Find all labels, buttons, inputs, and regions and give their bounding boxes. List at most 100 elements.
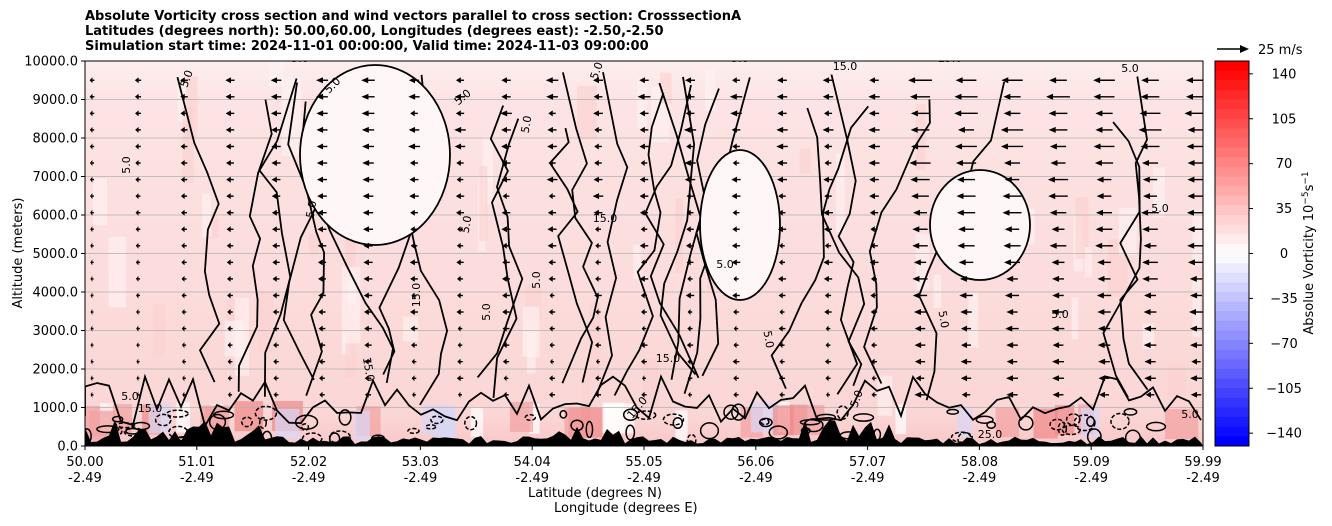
wind-vector-head	[363, 292, 369, 299]
wind-vector-head	[455, 77, 461, 84]
wind-vector	[1189, 325, 1203, 332]
contour-small	[125, 427, 141, 435]
wind-vector-head	[89, 110, 93, 117]
wind-vector	[1098, 391, 1110, 398]
wind-vector	[1000, 126, 1024, 133]
wind-vector-head	[732, 226, 737, 233]
wind-vector-head	[733, 342, 737, 349]
wind-vector-head	[778, 209, 783, 216]
wind-vector	[547, 226, 557, 233]
wind-vector-head	[1143, 242, 1151, 249]
wind-vector-head	[1190, 292, 1198, 299]
wind-vector	[136, 309, 140, 316]
wind-vector-head	[1052, 292, 1060, 299]
wind-vector-head	[502, 275, 507, 282]
wind-vector-head	[136, 292, 139, 299]
wind-vector-head	[547, 209, 553, 216]
contour-label: 5.0	[1181, 408, 1199, 421]
wind-vector	[914, 325, 926, 332]
wind-vector	[364, 358, 372, 365]
wind-vector	[316, 160, 328, 167]
contour-small	[328, 432, 341, 446]
wind-vector	[955, 160, 977, 167]
wind-vector-head	[316, 110, 324, 117]
wind-vector-head	[90, 242, 93, 249]
wind-vector-head	[824, 226, 829, 233]
wind-vector	[595, 375, 601, 382]
x-tick-latitude: 58.08	[961, 455, 998, 470]
wind-vector	[958, 259, 974, 266]
wind-vector-head	[500, 110, 508, 117]
wind-vector	[870, 325, 878, 332]
wind-vector	[549, 375, 555, 382]
wind-vector	[89, 93, 95, 100]
wind-vector-head	[731, 126, 737, 133]
colorbar-tick-label: −140	[1266, 427, 1302, 442]
field-patch	[589, 302, 601, 379]
wind-vector	[776, 126, 788, 133]
wind-vector-head	[90, 176, 93, 183]
wind-vector	[595, 275, 601, 282]
wind-vector	[823, 110, 833, 117]
wind-vector	[911, 143, 929, 150]
wind-vector-head	[409, 160, 415, 167]
wind-vector	[779, 342, 785, 349]
wind-vector-head	[1144, 375, 1152, 382]
wind-vector	[868, 143, 880, 150]
wind-vector	[317, 259, 327, 266]
wind-vector-head	[961, 391, 967, 398]
wind-vector	[639, 242, 649, 249]
wind-vector-head	[823, 275, 829, 282]
wind-vector	[731, 259, 741, 266]
wind-vector	[1048, 193, 1068, 200]
wind-vector-head	[1049, 242, 1057, 249]
wind-vector-head	[227, 342, 231, 349]
contour-closed	[299, 64, 451, 246]
wind-vector-head	[135, 242, 139, 249]
wind-vector-head	[273, 358, 277, 365]
wind-vector	[548, 275, 556, 282]
wind-vector	[593, 93, 603, 100]
contour-label: 5.0	[1151, 202, 1169, 215]
wind-vector-head	[1142, 176, 1150, 183]
wind-vector-head	[316, 143, 324, 150]
wind-vector	[135, 275, 141, 282]
wind-vector	[1095, 242, 1113, 249]
wind-vector-head	[1186, 209, 1194, 216]
wind-vector	[1143, 193, 1157, 200]
wind-vector	[1190, 292, 1202, 299]
colorbar-band	[1215, 301, 1249, 312]
wind-vector-head	[226, 226, 231, 233]
wind-vector	[1051, 309, 1065, 316]
wind-vector-head	[363, 259, 369, 266]
wind-vector	[272, 309, 280, 316]
wind-vector	[823, 275, 833, 282]
wind-vector	[871, 358, 877, 365]
wind-vector-head	[361, 126, 369, 133]
wind-vector-head	[641, 358, 645, 365]
contour-small	[1065, 413, 1081, 426]
contour-small	[699, 422, 720, 440]
wind-vector	[640, 226, 648, 233]
wind-vector-head	[457, 275, 461, 282]
wind-vector	[1096, 176, 1112, 183]
colorbar-band	[1215, 186, 1249, 197]
wind-vector-head	[315, 77, 323, 84]
wind-vector	[595, 358, 601, 365]
contour-small	[836, 405, 849, 420]
field-patch-surface	[1164, 408, 1199, 439]
wind-vector	[364, 391, 372, 398]
wind-vector	[777, 110, 787, 117]
wind-vector-head	[1186, 143, 1194, 150]
wind-vector	[502, 242, 510, 249]
y-tick-label: 2000.0	[33, 363, 79, 378]
wind-vector-head	[135, 110, 139, 117]
wind-vector-head	[1097, 309, 1105, 316]
wind-vector-head	[956, 209, 964, 216]
contour-small	[407, 427, 420, 434]
wind-vector-head	[733, 375, 737, 382]
field-patch	[206, 217, 219, 238]
wind-vector	[912, 275, 928, 282]
field-patch	[308, 233, 320, 255]
wind-vector-head	[181, 209, 185, 216]
